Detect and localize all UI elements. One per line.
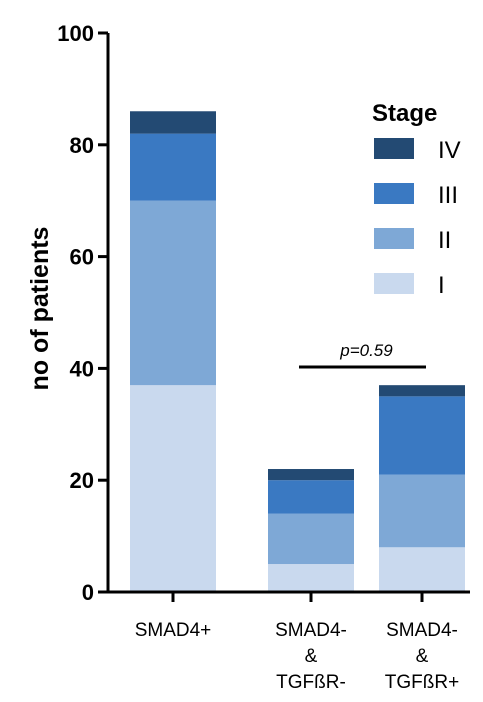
x-category-label: SMAD4+	[135, 620, 212, 641]
legend-title: Stage	[372, 100, 437, 127]
y-tick-label: 100	[57, 21, 94, 46]
bars-group	[130, 111, 465, 592]
x-category-label: TGFßR+	[385, 672, 459, 693]
significance-annotation: p=0.59	[299, 341, 426, 369]
bar-segment-cat1-stage-IV	[268, 469, 354, 481]
bar-segment-cat1-stage-III	[268, 480, 354, 514]
y-axis-title: no of patients	[26, 227, 54, 391]
x-category-label: &	[305, 646, 318, 667]
legend-label-stage-I: I	[438, 272, 445, 299]
bar-segment-cat0-stage-II	[130, 200, 216, 386]
bar-segment-cat0-stage-IV	[130, 111, 216, 134]
bar-segment-cat2-stage-II	[379, 474, 465, 548]
bar-segment-cat1-stage-II	[268, 513, 354, 565]
legend-swatch-stage-II	[374, 228, 414, 249]
legend-swatch-stage-I	[374, 273, 414, 294]
bar-segment-cat1-stage-I	[268, 564, 354, 592]
p-value-label: p=0.59	[339, 341, 393, 360]
legend-label-stage-II: II	[438, 227, 451, 254]
x-category-label: TGFßR-	[276, 672, 346, 693]
legend-label-stage-III: III	[438, 182, 458, 209]
legend-swatch-stage-IV	[374, 138, 414, 159]
bar-segment-cat2-stage-IV	[379, 385, 465, 397]
y-tick-label: 80	[70, 133, 94, 158]
y-tick-label: 40	[70, 356, 94, 381]
bar-segment-cat2-stage-III	[379, 396, 465, 475]
bar-segment-cat2-stage-I	[379, 547, 465, 592]
x-category-label: SMAD4-	[275, 620, 347, 641]
y-tick-label: 0	[82, 580, 94, 605]
bar-segment-cat0-stage-I	[130, 385, 216, 592]
axes-group: 0 20 40 60 80 100 no of patients SMAD4+ SMAD4- & T…	[26, 21, 470, 693]
legend-label-stage-IV: IV	[438, 137, 461, 164]
y-tick-label: 20	[70, 468, 94, 493]
bar-segment-cat0-stage-III	[130, 133, 216, 201]
y-tick-label: 60	[70, 245, 94, 270]
x-category-label: &	[416, 646, 429, 667]
x-category-label: SMAD4-	[386, 620, 458, 641]
legend-swatch-stage-III	[374, 183, 414, 204]
